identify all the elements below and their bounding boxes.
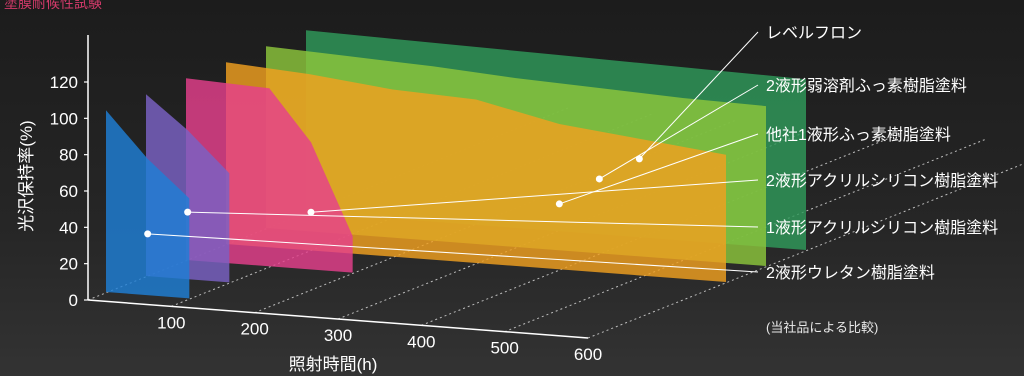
y-tick-60: 60 bbox=[59, 182, 78, 201]
x-tick-500: 500 bbox=[490, 339, 518, 358]
legend-dot-1 bbox=[144, 230, 152, 238]
legend: 2液形ウレタン樹脂塗料 1液形アクリルシリコン樹脂塗料 2液形アクリルシリコン樹脂塗… bbox=[144, 25, 998, 282]
legend-leader-3 bbox=[310, 179, 759, 213]
legend-leader-2 bbox=[187, 211, 759, 228]
x-tick-200: 200 bbox=[240, 320, 268, 339]
y-axis-title: 光沢保持率(%) bbox=[17, 120, 36, 231]
comparison-note: (当社品による比較) bbox=[766, 320, 878, 335]
legend-dot-6 bbox=[635, 155, 643, 163]
x-axis-title: 照射時間(h) bbox=[289, 355, 378, 374]
depth-guide-500 bbox=[504, 139, 985, 333]
axes bbox=[87, 35, 589, 339]
depth-guide-400 bbox=[421, 132, 902, 326]
legend-dot-5 bbox=[595, 175, 603, 183]
series-area-1 bbox=[106, 110, 190, 299]
legend-dot-3 bbox=[307, 208, 315, 216]
legend-leader-4 bbox=[559, 133, 759, 205]
header-fragment: 塗膜耐候性試験 bbox=[4, 0, 102, 11]
tick-labels: 0 20 40 60 80 100 120 100 200 300 400 500 600 bbox=[50, 73, 603, 364]
legend-label-6: レベルフロン bbox=[766, 25, 862, 42]
x-tick-600: 600 bbox=[574, 345, 602, 364]
y-tick-80: 80 bbox=[59, 146, 78, 165]
x-axis-line bbox=[87, 299, 589, 339]
legend-dot-2 bbox=[184, 208, 192, 216]
legend-dot-4 bbox=[555, 200, 563, 208]
legend-label-1: 2液形ウレタン樹脂塗料 bbox=[766, 263, 935, 282]
x-tick-400: 400 bbox=[407, 332, 435, 351]
x-tick-100: 100 bbox=[157, 313, 185, 332]
legend-label-2: 1液形アクリルシリコン樹脂塗料 bbox=[766, 218, 998, 237]
depth-guide-600 bbox=[587, 163, 1024, 339]
legend-leader-6 bbox=[638, 31, 759, 160]
y-tick-120: 120 bbox=[50, 73, 78, 92]
y-tick-100: 100 bbox=[50, 109, 78, 128]
y-tick-40: 40 bbox=[59, 218, 78, 237]
x-tick-300: 300 bbox=[324, 326, 352, 345]
legend-label-4: 他社1液形ふっ素樹脂塗料 bbox=[766, 125, 951, 144]
legend-leader-5 bbox=[599, 84, 759, 180]
legend-leader-1 bbox=[147, 233, 759, 273]
series-area-4 bbox=[226, 62, 726, 282]
legend-label-3: 2液形アクリルシリコン樹脂塗料 bbox=[766, 171, 998, 190]
y-tick-20: 20 bbox=[59, 255, 78, 274]
y-tick-0: 0 bbox=[69, 291, 78, 310]
series-layers bbox=[106, 30, 806, 299]
legend-label-5: 2液形弱溶剤ふっ素樹脂塗料 bbox=[766, 76, 967, 95]
